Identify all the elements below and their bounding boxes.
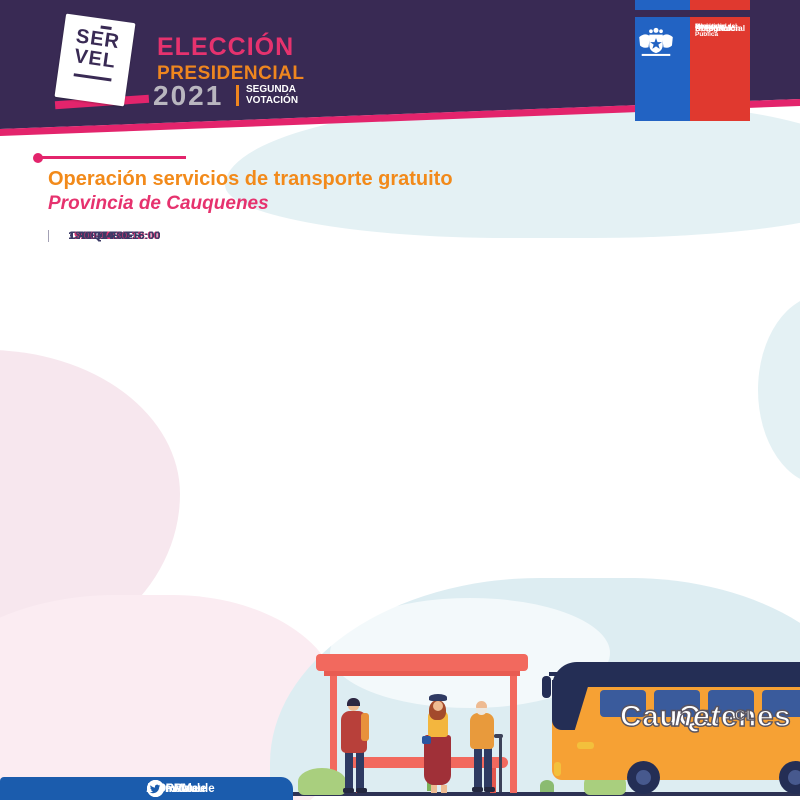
- bus-headlight: [554, 762, 561, 776]
- bus-mirror-arm: [549, 672, 559, 676]
- cell-comuna: CHANCO: [80, 230, 130, 242]
- cell-comuna: CAUQUENES: [69, 230, 141, 242]
- cell-comuna: CAUQUENES: [69, 230, 141, 242]
- person3-cane-handle: [494, 734, 503, 738]
- coat-of-arms-icon: [639, 27, 673, 56]
- gov-ministry-line1: Ministerio del: [695, 23, 737, 30]
- bus-window: [600, 690, 646, 717]
- person1-hair: [347, 698, 360, 706]
- person2-head: [433, 701, 443, 711]
- person3-head: [476, 701, 487, 712]
- gov-region-line1: Delegación: [695, 23, 741, 33]
- ballot-underline: [73, 73, 112, 81]
- bus-window: [762, 690, 800, 717]
- title-accent-line: [40, 156, 186, 159]
- election-year: 2021: [153, 80, 224, 111]
- bush: [298, 768, 346, 795]
- election-title-line2: PRESIDENCIAL: [157, 63, 305, 84]
- cell-horario-retorno: 13:00-14:30-16:00: [48, 230, 180, 242]
- person1-shoe: [356, 788, 367, 793]
- wordmark-divider: [236, 85, 239, 106]
- bus-mirror: [542, 676, 551, 698]
- ground-line: [258, 792, 800, 796]
- person3-sweater: [470, 713, 494, 749]
- person2-foot: [431, 785, 437, 793]
- cell-comuna: CHANCO: [80, 230, 130, 242]
- social-handle-label: @DPRMaule: [146, 782, 215, 795]
- segunda-votacion-label: SEGUNDA VOTACIÓN: [246, 84, 299, 106]
- cell-comuna: CAUQUENES: [69, 230, 141, 242]
- person3-shoe: [472, 787, 483, 792]
- person2-handbag: [422, 736, 431, 744]
- watermark-part1: CauQuenes: [619, 699, 792, 733]
- cell-comuna: CAUQUENES: [69, 230, 141, 242]
- bus-window: [654, 690, 700, 717]
- bus-stop-roof-lip: [324, 671, 520, 676]
- plant-sprout: [540, 780, 554, 792]
- ballot-card-icon: SER VEL: [54, 13, 136, 107]
- person1-leg: [356, 752, 364, 790]
- person2-hat: [429, 694, 447, 701]
- cell-comuna: CAUQUENES: [69, 230, 141, 242]
- title-accent-dot: [33, 153, 43, 163]
- bus-stop-post-right: [510, 676, 517, 793]
- person1-leg: [345, 752, 353, 790]
- person2-foot: [441, 785, 447, 793]
- page-title: Operación servicios de transporte gratui…: [48, 168, 453, 190]
- cell-comuna: PELLUHUE: [75, 230, 135, 242]
- twitter-icon[interactable]: [146, 780, 164, 797]
- government-logo: Delegación Presidencial Regional del Mau…: [635, 0, 750, 121]
- bus-wheel-hub: [788, 770, 800, 785]
- person3-shoe: [484, 787, 495, 792]
- election-title-line1: ELECCIÓN: [157, 33, 295, 61]
- cell-comuna: CAUQUENES: [69, 230, 141, 242]
- person3-leg: [474, 748, 482, 788]
- cell-comuna: PELLUHUE: [75, 230, 135, 242]
- bus-stop-roof: [316, 654, 528, 671]
- bench-leg: [490, 768, 496, 793]
- gov-red-panel: Delegación Presidencial Regional del Mau…: [690, 17, 750, 121]
- bus-marker: [577, 742, 594, 749]
- watermark-part2: net: [673, 699, 721, 733]
- person1-backpack: [361, 713, 369, 741]
- gov-region-line3: Regional: [695, 23, 731, 33]
- gov-ministry-line3: Seguridad Pública: [695, 23, 727, 38]
- gov-top-band-blue: [635, 0, 690, 10]
- person1-shoe: [343, 788, 354, 793]
- bus-wheel-hub: [636, 770, 651, 785]
- bus-roof: [552, 662, 800, 687]
- background-blob-cyan-top: [225, 103, 800, 238]
- person3-cane: [499, 736, 502, 792]
- bus-stop-post-left: [330, 676, 337, 793]
- gov-ministry-line2: Interior y: [695, 23, 723, 30]
- person1-head: [348, 701, 359, 711]
- cell-comuna: CAUQUENES: [69, 230, 141, 242]
- bus-window: [708, 690, 754, 717]
- gov-blue-panel: [635, 17, 690, 121]
- page-subtitle: Provincia de Cauquenes: [48, 193, 269, 214]
- person3-leg: [484, 748, 492, 788]
- person3-beard: [476, 708, 487, 715]
- gov-region-sub: del Maule: [695, 25, 723, 31]
- watermark-part3: .cl: [727, 699, 756, 725]
- cell-comuna: CAUQUENES: [69, 230, 141, 242]
- social-media-bar: /DPRMaule f dprmaule @DPRMaule: [0, 777, 293, 800]
- cell-comuna: CAUQUENES: [69, 230, 141, 242]
- cell-comuna: CAUQUENES: [69, 230, 141, 242]
- cell-comuna: CAUQUENES: [69, 230, 141, 242]
- gov-region-line2: Presidencial: [695, 23, 746, 33]
- gov-top-band-red: [690, 0, 750, 10]
- background-blob-cyan-right: [758, 295, 800, 485]
